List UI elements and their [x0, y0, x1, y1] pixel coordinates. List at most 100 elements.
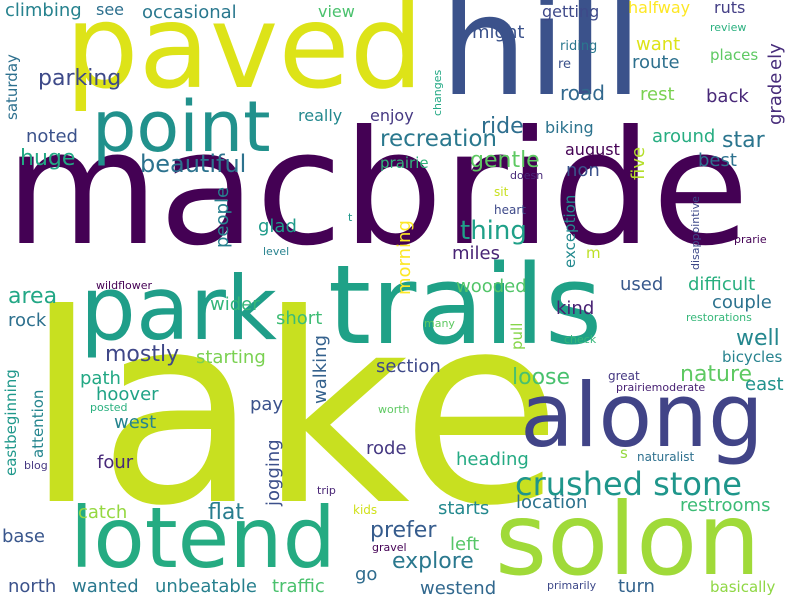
- word-couple: couple: [712, 292, 772, 313]
- word-s: s: [620, 444, 628, 462]
- word-attention: attention: [29, 389, 47, 458]
- word-wider: wider: [210, 294, 260, 315]
- word-paved: paved: [65, 0, 424, 115]
- word-base: base: [2, 526, 45, 547]
- word-restorations: restorations: [686, 311, 752, 324]
- word-explore: explore: [392, 549, 474, 574]
- word-lotend: lotend: [70, 489, 336, 587]
- word-riding: riding: [560, 39, 598, 54]
- word-grade: grade: [765, 72, 786, 125]
- word-area: area: [8, 284, 58, 309]
- word-review: review: [710, 21, 747, 34]
- word-primarily: primarily: [547, 579, 597, 592]
- word-best: best: [698, 150, 737, 171]
- word-unbeatable: unbeatable: [155, 576, 257, 597]
- word-really: really: [298, 106, 343, 125]
- word-kids: kids: [353, 503, 378, 517]
- word-starting: starting: [196, 347, 266, 368]
- word-bicycles: bicycles: [722, 348, 783, 366]
- word-park: park: [80, 257, 277, 360]
- word-loose: loose: [512, 365, 571, 390]
- word-t: t: [348, 211, 353, 224]
- word-doesn: doesn: [510, 169, 544, 182]
- word-route: route: [632, 52, 680, 73]
- word-east: east: [745, 374, 784, 395]
- word-mostly: mostly: [105, 342, 180, 367]
- word-nature: nature: [680, 362, 753, 387]
- word-morning: morning: [394, 220, 415, 295]
- word-north: north: [8, 576, 57, 597]
- word-gentle: gentle: [470, 148, 540, 173]
- word-non: non: [566, 160, 600, 181]
- word-sit: sit: [494, 185, 509, 199]
- word-difficult: difficult: [688, 274, 756, 295]
- word-westend: westend: [420, 578, 497, 599]
- word-star: star: [722, 128, 765, 153]
- word-lake: lake: [25, 258, 562, 563]
- word-beautiful: beautiful: [140, 150, 247, 178]
- word-check: check: [564, 333, 597, 346]
- word-level: level: [263, 245, 290, 258]
- word-naturalist: naturalist: [637, 450, 695, 464]
- word-re: re: [558, 57, 572, 72]
- word-prarie: prarie: [734, 233, 767, 246]
- word-catch: catch: [78, 502, 128, 523]
- word-prairiemoderate: prairiemoderate: [616, 381, 706, 394]
- word-road: road: [560, 81, 605, 105]
- word-people: people: [212, 186, 233, 248]
- word-posted: posted: [90, 401, 128, 414]
- word-turn: turn: [618, 576, 655, 597]
- word-want: want: [636, 34, 681, 55]
- word-heading: heading: [456, 449, 529, 470]
- word-prairie: prairie: [380, 154, 429, 172]
- word-left: left: [450, 534, 480, 555]
- word-go: go: [355, 564, 378, 585]
- word-m: m: [586, 244, 601, 262]
- word-hill: hill: [440, 0, 643, 127]
- word-blog: blog: [24, 459, 48, 472]
- word-heart: heart: [494, 203, 526, 217]
- word-section: section: [376, 356, 441, 377]
- word-walking: walking: [310, 334, 331, 404]
- word-macbride: macbride: [5, 97, 750, 281]
- word-might: might: [472, 22, 525, 43]
- word-point: point: [92, 86, 271, 168]
- word-prefer: prefer: [370, 518, 437, 543]
- word-along: along: [520, 364, 764, 467]
- word-solon: solon: [495, 481, 761, 598]
- word-saturday: saturday: [3, 54, 21, 120]
- word-five: five: [628, 146, 649, 180]
- word-worth: worth: [378, 403, 410, 416]
- word-back: back: [706, 86, 749, 107]
- word-eastbeginning: eastbeginning: [2, 369, 20, 476]
- word-biking: biking: [545, 118, 594, 137]
- word-exception: exception: [561, 194, 579, 268]
- word-occasional: occasional: [142, 2, 237, 23]
- word-rode: rode: [366, 438, 407, 459]
- word-pull: pull: [508, 322, 526, 350]
- word-starts: starts: [438, 498, 490, 519]
- word-wooded: wooded: [456, 276, 527, 297]
- word-short: short: [276, 308, 323, 329]
- word-places: places: [710, 46, 759, 64]
- word-many: many: [424, 317, 455, 330]
- word-huge: huge: [20, 146, 76, 171]
- word-traffic: traffic: [272, 576, 325, 597]
- word-glad: glad: [258, 216, 297, 237]
- word-halfway: halfway: [628, 0, 691, 17]
- word-trip: trip: [317, 484, 336, 497]
- word-miles: miles: [452, 243, 500, 264]
- word-disappointive: disappointive: [689, 196, 702, 270]
- word-hoover: hoover: [96, 384, 159, 405]
- word-getting: getting: [542, 2, 600, 21]
- word-well: well: [736, 326, 780, 351]
- word-used: used: [620, 274, 664, 295]
- word-enjoy: enjoy: [370, 106, 414, 125]
- word-recreation: recreation: [380, 126, 497, 152]
- word-thing: thing: [460, 216, 527, 246]
- word-changes: changes: [431, 69, 444, 116]
- word-trails: trails: [328, 241, 603, 369]
- word-pay: pay: [250, 394, 284, 415]
- word-around: around: [652, 126, 716, 147]
